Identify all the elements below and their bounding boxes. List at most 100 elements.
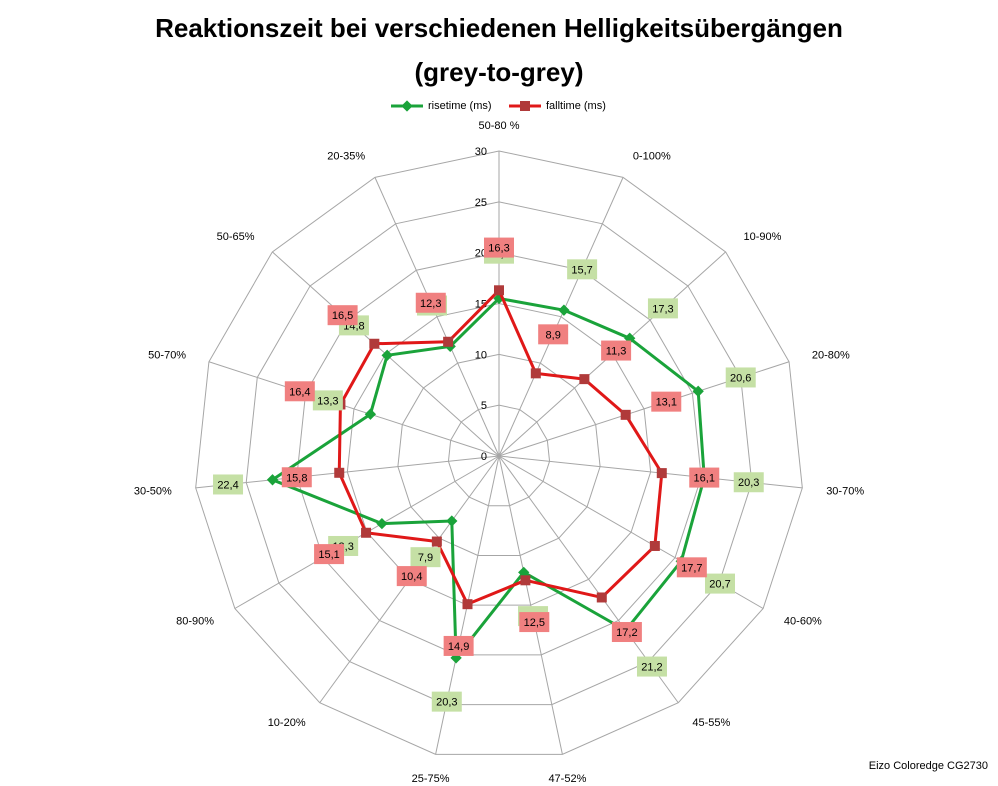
- risetime-label: 7,9: [418, 552, 433, 564]
- falltime-point: [656, 468, 667, 479]
- risetime-label-bg: [725, 367, 756, 388]
- falltime-point: [369, 338, 380, 349]
- falltime-label: 12,3: [420, 298, 441, 310]
- category-label: 0-100%: [633, 150, 671, 162]
- falltime-point: [462, 599, 473, 610]
- legend-item-falltime: falltime (ms): [508, 99, 606, 113]
- falltime-label: 16,5: [332, 310, 353, 322]
- category-label: 25-75%: [412, 773, 450, 785]
- risetime-point: [364, 408, 377, 420]
- falltime-label-group: 15,1: [314, 544, 345, 565]
- falltime-label-group: 16,4: [284, 381, 315, 402]
- falltime-label-bg: [611, 622, 642, 643]
- falltime-point: [520, 575, 531, 586]
- falltime-label-bg: [676, 557, 707, 578]
- risetime-label: 20,3: [436, 697, 457, 709]
- falltime-label-bg: [314, 544, 345, 565]
- falltime-label-bg: [281, 467, 312, 488]
- chart-subtitle: (grey-to-grey): [414, 57, 584, 87]
- tick-label: 0: [481, 451, 487, 463]
- risetime-label-bg: [636, 656, 667, 677]
- risetime-label: 20,7: [709, 579, 730, 591]
- footer-note: Eizo Coloredge CG2730: [868, 760, 988, 772]
- falltime-label: 10,4: [401, 571, 422, 583]
- risetime-label-group: 22,4: [213, 474, 244, 495]
- risetime-label: 21,2: [641, 662, 662, 674]
- falltime-label-bg: [689, 467, 720, 488]
- legend-falltime-label: falltime (ms): [546, 100, 606, 112]
- legend-item-risetime: risetime (ms): [390, 99, 492, 113]
- falltime-label-group: 8,9: [538, 324, 569, 345]
- risetime-label-group: 20,7: [704, 573, 735, 594]
- falltime-label-bg: [484, 237, 514, 258]
- falltime-point: [649, 540, 660, 551]
- grid-spoke: [498, 455, 563, 755]
- falltime-label-group: 16,1: [689, 467, 720, 488]
- risetime-label-bg: [567, 259, 598, 280]
- category-label: 80-90%: [176, 616, 214, 628]
- falltime-point: [431, 536, 442, 547]
- falltime-label-group: 12,3: [415, 292, 446, 313]
- category-label: 50-80 %: [479, 120, 520, 132]
- risetime-label-bg: [312, 390, 343, 411]
- falltime-label-group: 16,3: [484, 237, 514, 258]
- risetime-label: 20,6: [730, 372, 751, 384]
- risetime-label-bg: [410, 547, 441, 568]
- risetime-point: [446, 515, 458, 527]
- falltime-point: [579, 374, 590, 385]
- falltime-point: [361, 527, 372, 538]
- falltime-point: [443, 336, 454, 347]
- falltime-label: 17,7: [681, 562, 702, 574]
- risetime-label-bg: [213, 474, 244, 495]
- risetime-label-group: 20,3: [733, 472, 764, 493]
- risetime-label-bg: [431, 691, 462, 712]
- risetime-label-group: 21,2: [636, 656, 667, 677]
- falltime-label-group: 17,7: [676, 557, 707, 578]
- falltime-label-bg: [601, 340, 632, 361]
- falltime-label-group: 17,2: [611, 622, 642, 643]
- falltime-label-bg: [443, 635, 474, 656]
- risetime-point: [381, 349, 393, 361]
- grid-ring: [397, 353, 601, 556]
- falltime-point: [596, 592, 607, 603]
- falltime-label-group: 16,5: [327, 305, 358, 326]
- falltime-label-bg: [284, 381, 315, 402]
- risetime-label-bg: [647, 298, 678, 319]
- risetime-label: 22,4: [217, 479, 238, 491]
- legend-risetime-swatch: [391, 100, 423, 112]
- falltime-label-group: 12,5: [519, 612, 550, 633]
- falltime-label-group: 13,1: [651, 391, 682, 412]
- falltime-label: 12,5: [524, 617, 545, 629]
- tick-label: 25: [475, 197, 487, 209]
- risetime-point: [558, 304, 570, 316]
- legend-falltime-swatch: [509, 101, 541, 111]
- falltime-point: [334, 467, 345, 478]
- tick-label: 10: [475, 349, 487, 361]
- falltime-label: 16,4: [289, 386, 310, 398]
- grid-ring: [296, 252, 702, 656]
- falltime-label: 17,2: [616, 627, 637, 639]
- falltime-label: 15,8: [286, 472, 307, 484]
- falltime-label-group: 14,9: [443, 635, 474, 656]
- category-label: 47-52%: [548, 773, 586, 785]
- chart-title-block: Reaktionszeit bei verschiedenen Helligke…: [0, 6, 998, 94]
- risetime-point: [692, 385, 704, 397]
- legend: risetime (ms) falltime (ms): [0, 99, 998, 119]
- tick-label: 30: [475, 146, 487, 158]
- grid-ring: [195, 150, 803, 755]
- category-label: 40-60%: [784, 616, 822, 628]
- series-line-risetime: [271, 296, 706, 660]
- grid-spoke: [195, 455, 500, 489]
- risetime-point: [518, 566, 530, 579]
- risetime-label: 20,3: [738, 477, 759, 489]
- series-line-falltime: [337, 288, 664, 606]
- falltime-label-bg: [538, 324, 569, 345]
- falltime-label-bg: [519, 612, 550, 633]
- risetime-label-bg: [704, 573, 735, 594]
- falltime-label: 14,9: [448, 641, 469, 653]
- grid-ring: [447, 404, 551, 507]
- risetime-label-group: 15,7: [567, 259, 598, 280]
- grid-spoke: [374, 177, 500, 457]
- category-label: 30-50%: [134, 485, 172, 497]
